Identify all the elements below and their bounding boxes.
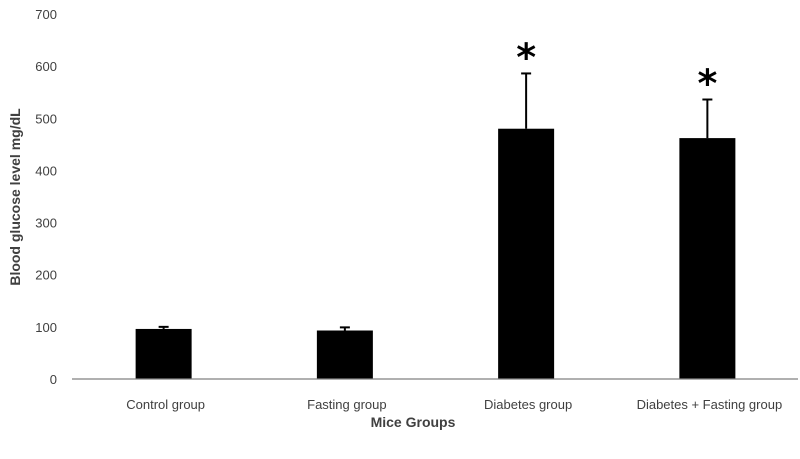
bar [316,330,373,379]
y-tick-label: 400 [35,163,57,178]
y-tick-label: 600 [35,59,57,74]
bar [135,328,192,379]
bar [498,128,555,379]
y-tick-label: 200 [35,268,57,283]
significance-markers: ** [516,35,717,105]
y-tick-label: 700 [35,7,57,22]
error-bars [158,72,713,331]
bars [135,128,736,379]
bar [679,138,736,379]
y-axis-title: Blood glucose level mg/dL [7,108,23,286]
y-tick-label: 500 [35,111,57,126]
x-tick-label: Diabetes group [484,397,572,412]
y-tick-label: 300 [35,216,57,231]
x-tick-label: Control group [126,397,205,412]
significance-star: * [516,35,536,79]
x-axis-tick-labels: Control group Fasting group Diabetes group… [126,397,782,412]
x-tick-label: Diabetes + Fasting group [637,397,783,412]
y-axis-ticks: 0 100 200 300 400 500 600 700 [35,7,57,387]
y-tick-label: 0 [50,372,57,387]
y-tick-label: 100 [35,320,57,335]
x-axis-title: Mice Groups [371,414,456,430]
x-tick-label: Fasting group [307,397,387,412]
significance-star: * [697,62,717,106]
